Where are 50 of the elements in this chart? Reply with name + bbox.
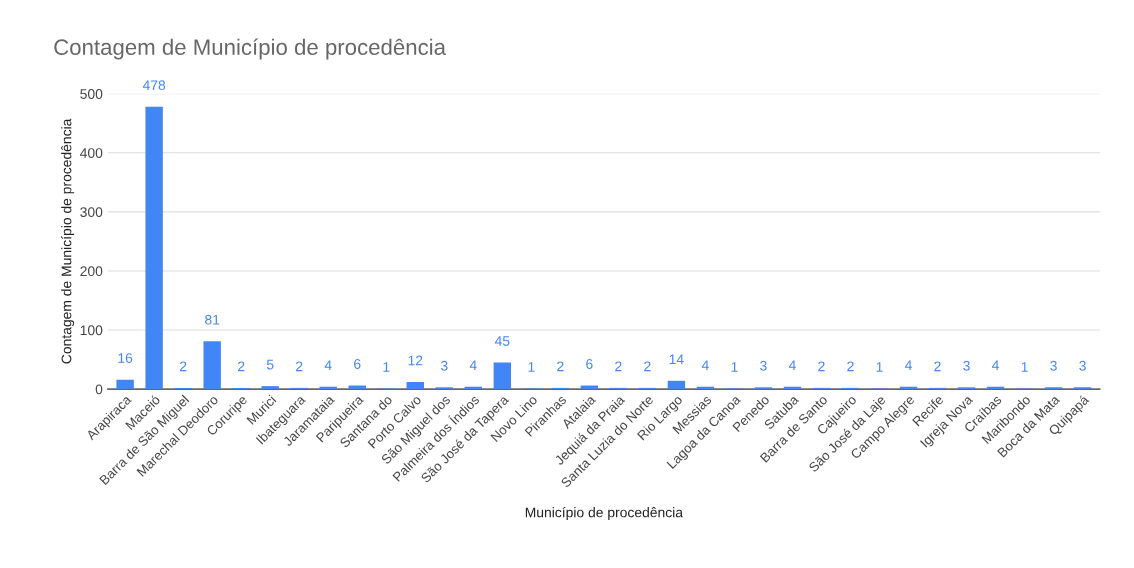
data-label: 1 [1021, 362, 1028, 372]
data-label: 2 [934, 361, 941, 372]
bar [116, 379, 134, 390]
data-label: 2 [615, 361, 622, 372]
data-label: 3 [760, 360, 767, 371]
data-label: 4 [991, 360, 999, 370]
bar [203, 341, 221, 390]
y-tick-label: 300 [80, 207, 103, 218]
data-label: 3 [1079, 360, 1086, 371]
data-label: 4 [788, 360, 796, 370]
data-label: 3 [440, 360, 448, 371]
data-label: 81 [205, 314, 220, 325]
y-tick-label: 200 [80, 266, 103, 277]
bar [406, 381, 424, 390]
data-label: 14 [669, 354, 684, 365]
y-tick-label: 100 [80, 325, 103, 336]
y-axis-title: Contagem de Município de procedência [61, 118, 75, 364]
data-label: 1 [383, 362, 390, 372]
chart-title: Contagem de Município de procedência [54, 38, 446, 60]
data-label: 2 [818, 361, 825, 372]
data-label: 4 [701, 360, 709, 370]
data-label: 2 [238, 361, 245, 372]
x-axis-title: Município de procedência [525, 506, 683, 521]
data-label: 6 [354, 359, 361, 369]
data-label: 3 [963, 360, 970, 371]
data-label: 2 [847, 361, 854, 372]
data-label: 2 [557, 361, 564, 372]
bar [261, 386, 279, 390]
data-label: 12 [408, 355, 423, 366]
data-label: 6 [586, 359, 593, 369]
data-label: 2 [296, 361, 303, 372]
bar [667, 380, 686, 390]
data-label: 2 [644, 361, 651, 372]
data-label: 478 [142, 80, 166, 91]
data-label: 4 [904, 360, 912, 370]
data-label: 45 [494, 336, 510, 346]
data-label: 4 [324, 360, 332, 370]
data-label: 4 [469, 360, 477, 370]
y-tick-label: 400 [80, 148, 103, 158]
data-label: 2 [180, 361, 187, 372]
data-label: 1 [731, 362, 738, 372]
bar [493, 362, 512, 390]
y-tick-label: 500 [80, 89, 103, 99]
bar [145, 106, 163, 390]
data-label: 1 [528, 362, 535, 372]
data-label: 3 [1050, 360, 1057, 371]
data-label: 16 [118, 353, 133, 363]
data-label: 1 [876, 362, 883, 372]
y-tick-label: 0 [95, 384, 103, 395]
data-label: 5 [266, 359, 274, 370]
